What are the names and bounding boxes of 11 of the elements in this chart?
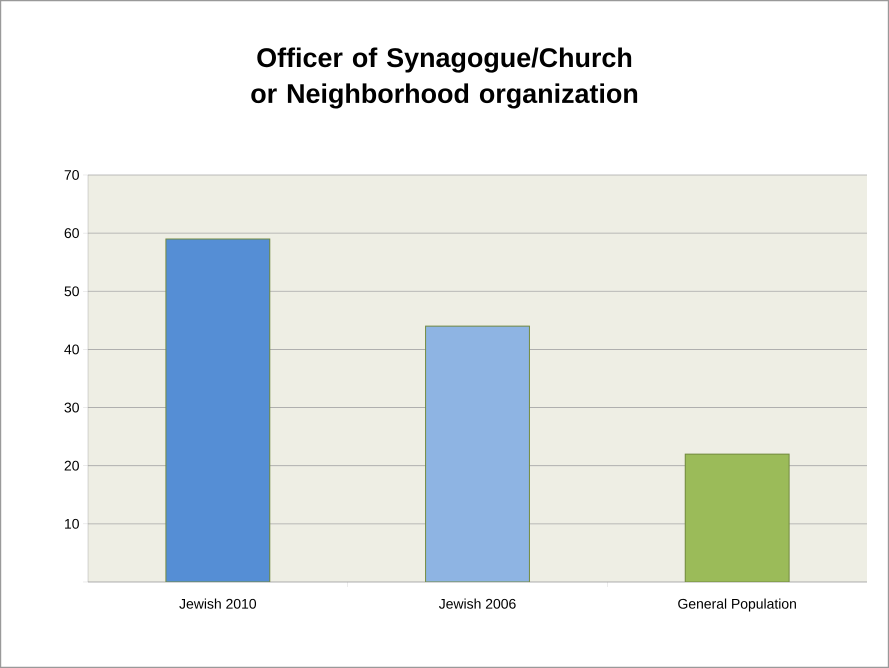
y-tick-label: 50 bbox=[64, 286, 79, 296]
y-tick-label: 20 bbox=[64, 460, 79, 471]
y-tick-label: 30 bbox=[64, 402, 79, 412]
x-tick-label: Jewish 2006 bbox=[438, 598, 516, 609]
y-tick-label: 60 bbox=[64, 228, 79, 238]
x-tick-label: Jewish 2010 bbox=[179, 598, 256, 609]
chart-title: Officer of Synagogue/Church or Neighborhood organization bbox=[251, 47, 638, 109]
y-tick-label: 40 bbox=[64, 344, 79, 354]
x-tick-label: General Population bbox=[678, 598, 796, 612]
y-tick-label: 70 bbox=[64, 170, 79, 180]
y-tick-label: 10 bbox=[65, 518, 79, 529]
